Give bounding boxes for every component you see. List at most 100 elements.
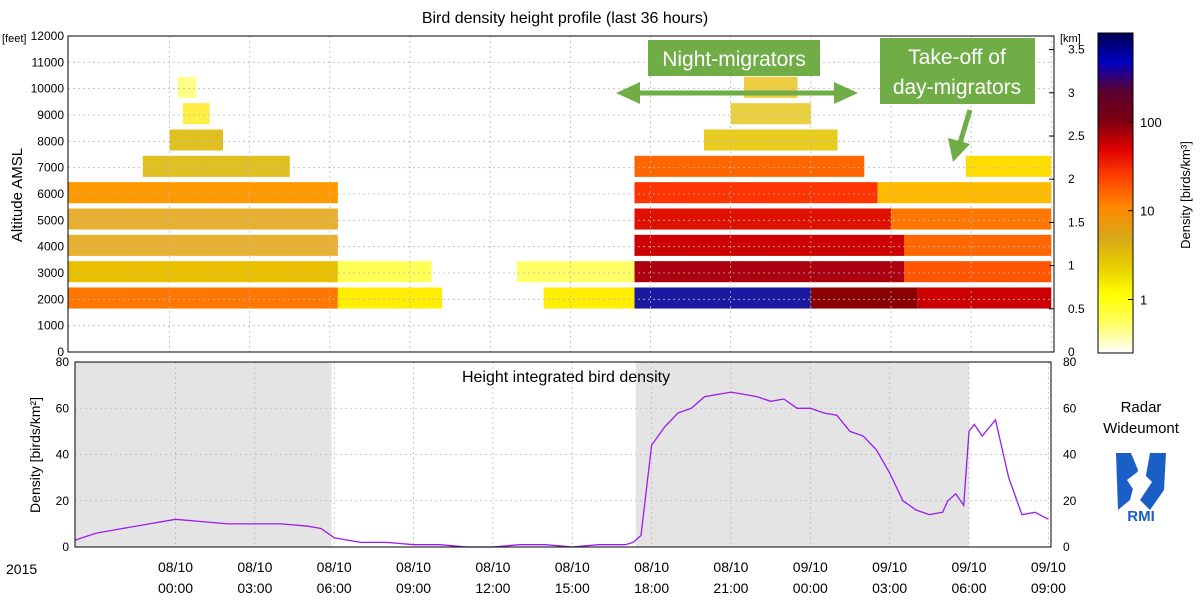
density-tick-label-right: 40 <box>1063 448 1077 462</box>
heatmap-cell <box>730 103 811 125</box>
heatmap-cell <box>917 287 1052 309</box>
heatmap-cell <box>68 208 338 230</box>
time-tick-date: 08/10 <box>634 559 669 575</box>
time-tick-date: 09/10 <box>1031 559 1066 575</box>
night-migrators-annotation: Night-migrators <box>616 40 858 104</box>
night-shading <box>75 362 970 547</box>
altitude-tick-label: 1000 <box>37 319 64 333</box>
time-tick-date: 08/10 <box>317 559 352 575</box>
heatmap-cells <box>68 76 1052 309</box>
time-tick-date: 08/10 <box>237 559 272 575</box>
km-tick-label: 3 <box>1068 86 1075 100</box>
day-migrators-annotation: Take-off of day-migrators <box>880 38 1035 162</box>
km-tick-label: 3.5 <box>1068 43 1085 57</box>
time-tick-time: 18:00 <box>634 580 669 596</box>
heatmap-cell <box>337 287 443 309</box>
altitude-tick-label: 9000 <box>37 108 64 122</box>
night-period <box>75 362 332 547</box>
km-tick-label: 0.5 <box>1068 302 1085 316</box>
integrated-density-panel: 0 20 40 60 80 0 20 40 60 80 08/10 00:00 08/10 03:00… <box>6 355 1077 596</box>
altitude-tick-label: 0 <box>57 345 64 359</box>
heatmap-cell <box>68 182 338 204</box>
km-unit-label: [km] <box>1060 33 1081 45</box>
density-left-axis: 0 20 40 60 80 <box>56 355 70 554</box>
heatmap-cell <box>634 261 905 283</box>
time-tick-date: 08/10 <box>158 559 193 575</box>
station-name-line2: Wideumont <box>1103 420 1180 437</box>
density-tick-label: 40 <box>56 448 70 462</box>
altitude-tick-label: 3000 <box>37 266 64 280</box>
altitude-tick-label: 5000 <box>37 213 64 227</box>
time-tick-time: 21:00 <box>713 580 748 596</box>
density-tick-label-right: 20 <box>1063 494 1077 508</box>
density-tick-label: 80 <box>56 355 70 369</box>
time-tick-time: 03:00 <box>237 580 272 596</box>
heatmap-cell <box>634 182 878 204</box>
heatmap-cell <box>904 234 1052 256</box>
night-migrators-label: Night-migrators <box>662 48 806 71</box>
altitude-tick-label: 11000 <box>32 55 65 69</box>
heatmap-cell <box>703 129 838 151</box>
heatmap-cell <box>891 208 1052 230</box>
integrated-density-grid <box>75 361 1051 548</box>
year-label: 2015 <box>6 561 37 577</box>
integrated-density-line <box>74 391 1049 548</box>
density-tick-label: 20 <box>56 494 70 508</box>
altitude-tick-label: 4000 <box>37 240 64 254</box>
time-tick-time: 12:00 <box>475 580 510 596</box>
time-tick-date: 08/10 <box>555 559 590 575</box>
heatmap-cell <box>142 155 290 177</box>
time-tick-time: 03:00 <box>872 580 907 596</box>
rmi-logo-text: RMI <box>1127 508 1155 525</box>
time-tick-date: 08/10 <box>475 559 510 575</box>
heatmap-cell <box>543 287 635 309</box>
heatmap-cell <box>965 155 1052 177</box>
km-tick-label: 1.5 <box>1068 215 1085 229</box>
heatmap-cell <box>169 129 223 151</box>
heatmap-cell <box>177 76 197 98</box>
colorbar-tick-label: 1 <box>1140 293 1147 308</box>
km-tick-label: 1 <box>1068 259 1075 273</box>
density-right-axis: 0 20 40 60 80 <box>1063 355 1077 554</box>
time-tick-time: 09:00 <box>396 580 431 596</box>
density-tick-label: 0 <box>62 540 69 554</box>
km-tick-label: 2.5 <box>1068 129 1085 143</box>
time-tick-time: 00:00 <box>793 580 828 596</box>
altitude-tick-label: 12000 <box>31 29 65 43</box>
heatmap-cell <box>634 287 811 309</box>
time-tick-time: 00:00 <box>158 580 193 596</box>
km-tick-label: 2 <box>1068 172 1075 186</box>
heatmap-cell <box>904 261 1052 283</box>
time-tick-time: 06:00 <box>951 580 986 596</box>
integrated-density-title: Height integrated bird density <box>462 369 670 386</box>
km-tick-label: 0 <box>1068 345 1075 359</box>
time-tick-date: 08/10 <box>713 559 748 575</box>
altitude-tick-label: 8000 <box>37 134 64 148</box>
altitude-axis-title: Altitude AMSL <box>9 148 26 242</box>
density-tick-label-right: 60 <box>1063 401 1077 415</box>
heatmap-cell <box>337 261 432 283</box>
colorbar-tick-label: 100 <box>1140 115 1162 130</box>
colorbar-title: Density [birds/km³] <box>1178 141 1193 249</box>
station-name-line1: Radar <box>1121 399 1162 416</box>
density-colorbar: 1 10 100 Density [birds/km³] <box>1097 32 1193 354</box>
time-tick-date: 09/10 <box>951 559 986 575</box>
heatmap-cell <box>634 155 865 177</box>
heatmap-cell <box>634 234 905 256</box>
heatmap-cell <box>182 103 210 125</box>
density-tick-label-right: 0 <box>1063 540 1070 554</box>
heatmap-cell <box>68 261 338 283</box>
figure-title: Bird density height profile (last 36 hou… <box>422 10 708 27</box>
heatmap-cell <box>634 208 892 230</box>
colorbar-tick-label: 10 <box>1140 204 1154 219</box>
station-block: Radar Wideumont RMI <box>1103 399 1180 525</box>
day-migrators-label-line1: Take-off of <box>908 46 1006 69</box>
time-tick-time: 06:00 <box>317 580 352 596</box>
altitude-tick-label: 10000 <box>31 82 65 96</box>
heatmap-cell <box>516 261 635 283</box>
altitude-km-axis: 0 0.5 1 1.5 2 2.5 3 3.5 <box>1049 43 1085 359</box>
heatmap-cell <box>810 287 918 309</box>
altitude-tick-label: 7000 <box>37 161 64 175</box>
time-tick-date: 08/10 <box>396 559 431 575</box>
altitude-feet-axis: 0 1000 2000 3000 4000 5000 6000 7000 8000 9000 100… <box>31 29 65 359</box>
